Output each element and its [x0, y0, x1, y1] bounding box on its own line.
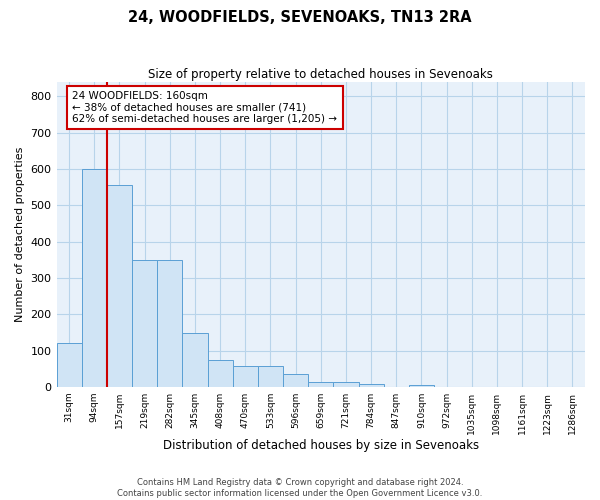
Bar	[82, 169, 107, 387]
Bar	[56, 344, 82, 387]
Bar	[233, 366, 258, 387]
Bar	[107, 185, 132, 387]
Bar	[157, 260, 182, 387]
Bar	[182, 333, 208, 387]
Text: Contains HM Land Registry data © Crown copyright and database right 2024.
Contai: Contains HM Land Registry data © Crown c…	[118, 478, 482, 498]
Bar	[308, 382, 334, 387]
Y-axis label: Number of detached properties: Number of detached properties	[15, 146, 25, 322]
Text: 24, WOODFIELDS, SEVENOAKS, TN13 2RA: 24, WOODFIELDS, SEVENOAKS, TN13 2RA	[128, 10, 472, 25]
Bar	[334, 382, 359, 387]
Bar	[409, 385, 434, 387]
Bar	[132, 260, 157, 387]
Bar	[258, 366, 283, 387]
Bar	[359, 384, 383, 387]
X-axis label: Distribution of detached houses by size in Sevenoaks: Distribution of detached houses by size …	[163, 440, 479, 452]
Text: 24 WOODFIELDS: 160sqm
← 38% of detached houses are smaller (741)
62% of semi-det: 24 WOODFIELDS: 160sqm ← 38% of detached …	[73, 91, 337, 124]
Title: Size of property relative to detached houses in Sevenoaks: Size of property relative to detached ho…	[148, 68, 493, 80]
Bar	[283, 374, 308, 387]
Bar	[208, 360, 233, 387]
